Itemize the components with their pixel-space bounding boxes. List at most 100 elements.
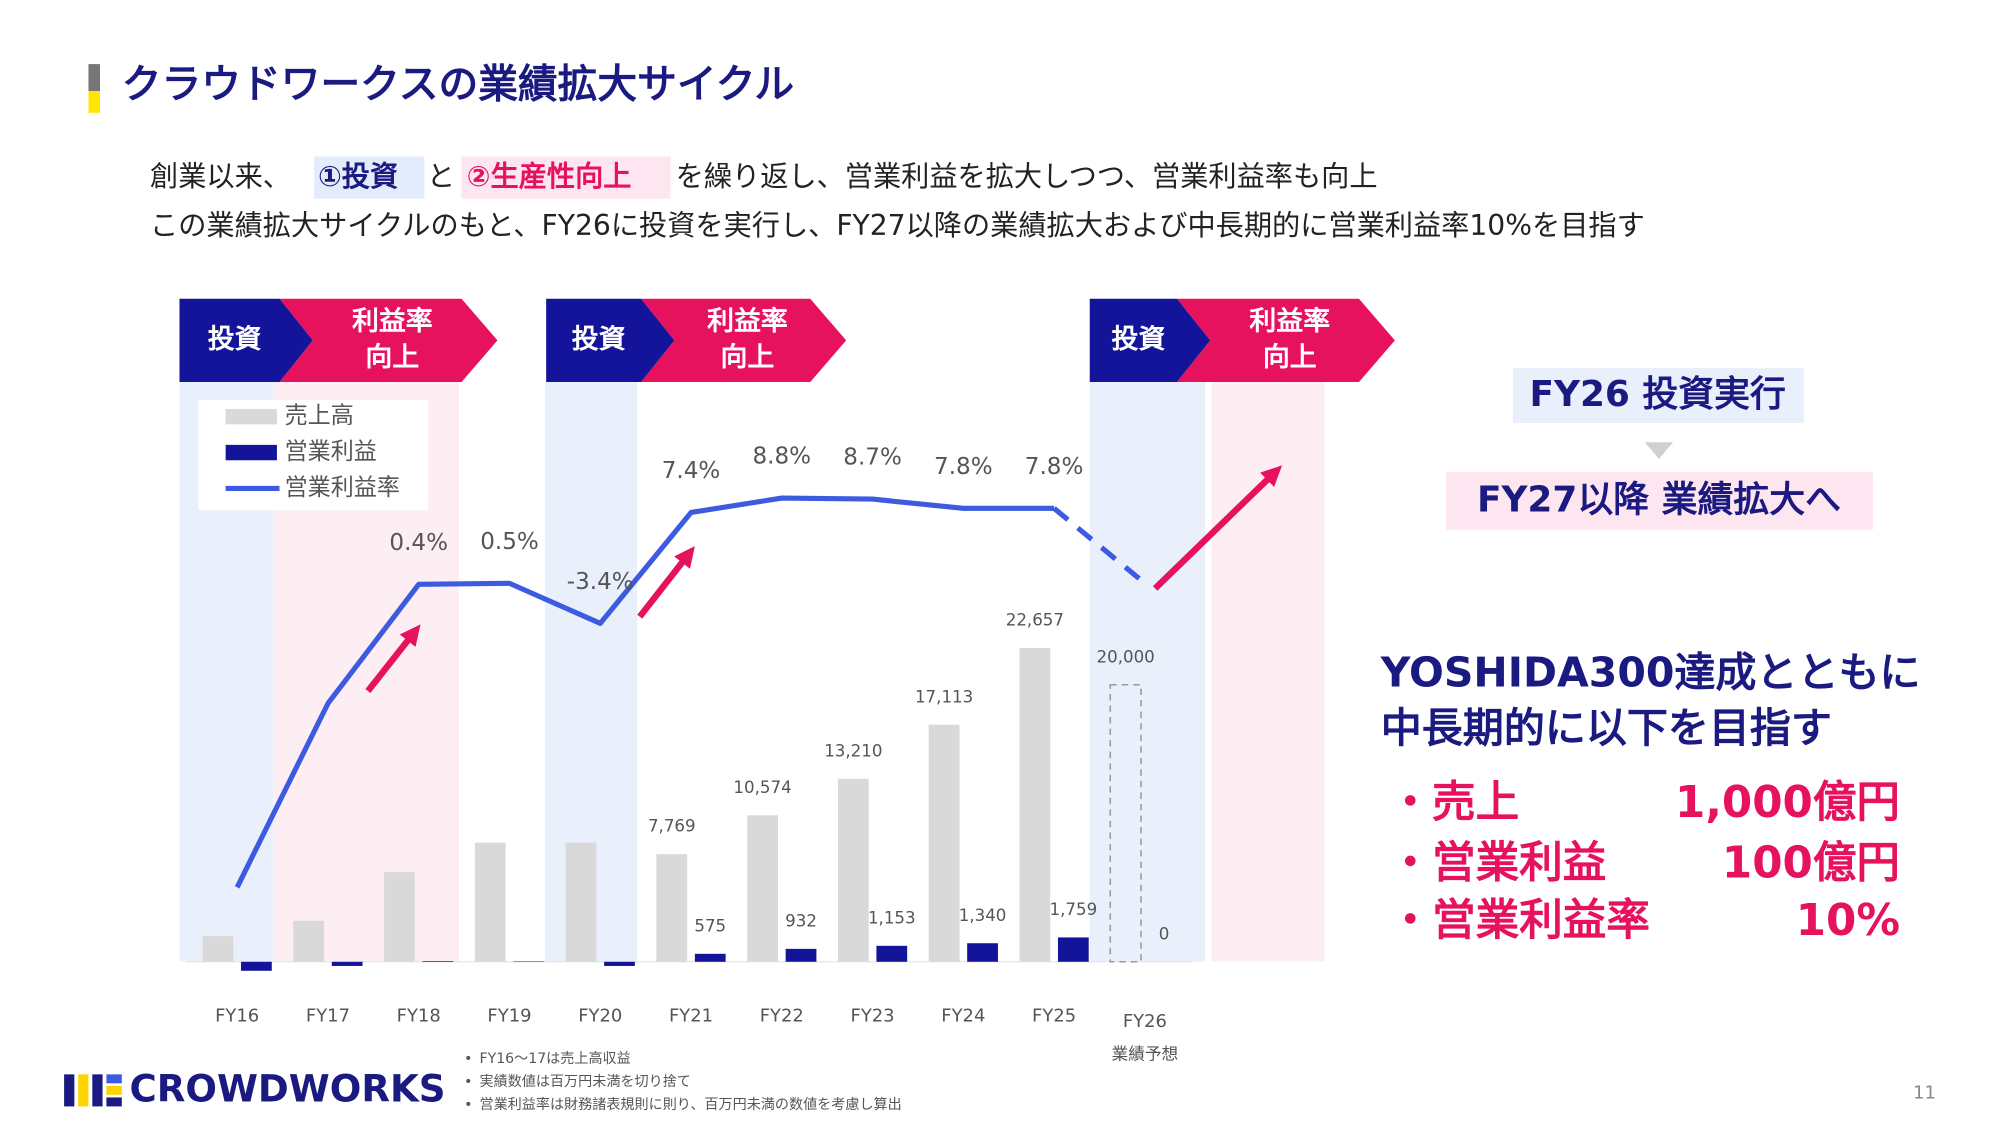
bar bbox=[1109, 683, 1142, 963]
note: FY16〜17は売上高収益 bbox=[479, 1050, 630, 1067]
intro-highlight: ①投資 bbox=[318, 160, 398, 193]
legend-label: 売上高 bbox=[285, 403, 354, 429]
invest-banner bbox=[179, 298, 313, 383]
growth-arrow bbox=[1152, 472, 1276, 591]
value-label: 20,000 bbox=[1097, 647, 1155, 666]
down-arrow bbox=[1644, 442, 1674, 459]
logo-part bbox=[78, 1074, 89, 1107]
bar bbox=[837, 778, 869, 962]
bar bbox=[1057, 937, 1089, 962]
improve-label: 利益率 bbox=[707, 305, 788, 337]
value-label: 0.4% bbox=[389, 530, 448, 556]
value-label: 1,153 bbox=[868, 908, 916, 927]
forecast-label: 業績予想 bbox=[1112, 1045, 1179, 1064]
bar bbox=[604, 961, 635, 966]
forecast-line bbox=[1052, 506, 1147, 586]
intro-text: と bbox=[427, 160, 455, 193]
value-label: 7,769 bbox=[648, 817, 696, 836]
bar bbox=[474, 842, 506, 962]
invest-label: 投資 bbox=[1112, 324, 1166, 355]
x-tick-label: FY19 bbox=[487, 1006, 531, 1027]
logo-part bbox=[64, 1074, 75, 1107]
bar bbox=[967, 943, 998, 962]
improve-label: 向上 bbox=[721, 341, 775, 373]
page-number: 11 bbox=[1913, 1083, 1936, 1104]
bar bbox=[928, 724, 960, 962]
goal-text: YOSHIDA300達成とともに bbox=[1380, 649, 1921, 697]
bar bbox=[1019, 647, 1051, 962]
value-label: 575 bbox=[694, 916, 726, 935]
x-tick-label: FY24 bbox=[941, 1006, 985, 1027]
improve-banner bbox=[1176, 298, 1395, 383]
value-label: 13,210 bbox=[824, 741, 882, 760]
invest-banner bbox=[1089, 298, 1211, 383]
title: クラウドワークスの業績拡大サイクル bbox=[122, 62, 794, 108]
legend-swatch bbox=[225, 444, 277, 461]
logo-part bbox=[106, 1085, 122, 1095]
bar bbox=[565, 842, 597, 962]
improve-label: 向上 bbox=[1263, 341, 1317, 373]
improve-label: 利益率 bbox=[1249, 305, 1330, 337]
value-label: 932 bbox=[785, 911, 817, 930]
logo-text: CROWDWORKS bbox=[129, 1067, 445, 1111]
improve-label: 利益率 bbox=[352, 305, 433, 337]
legend-label: 営業利益率 bbox=[285, 475, 400, 501]
intro-text: この業績拡大サイクルのもと、FY26に投資を実行し、FY27以降の業績拡大および… bbox=[150, 209, 1645, 242]
x-tick-label: FY25 bbox=[1032, 1006, 1076, 1027]
value-label: 10,574 bbox=[733, 778, 791, 797]
line bbox=[234, 495, 1055, 889]
target-value: 1,000億円 bbox=[1675, 778, 1900, 828]
note: 実績数値は百万円未満を切り捨て bbox=[479, 1073, 690, 1090]
bar bbox=[694, 953, 726, 962]
improve-banner bbox=[279, 298, 498, 383]
x-tick-label: FY22 bbox=[760, 1006, 804, 1027]
target-value: 100億円 bbox=[1722, 838, 1900, 888]
value-label: 17,113 bbox=[915, 687, 973, 706]
growth-arrow bbox=[637, 554, 690, 619]
bar bbox=[293, 920, 325, 962]
x-tick-label: FY18 bbox=[397, 1006, 441, 1027]
title-marker bbox=[88, 64, 100, 92]
x-tick-label: FY16 bbox=[215, 1006, 259, 1027]
note: 営業利益率は財務諸表規則に則り、百万円未満の数値を考慮し算出 bbox=[479, 1096, 901, 1113]
bar bbox=[202, 936, 234, 962]
value-label: 1,759 bbox=[1049, 900, 1097, 919]
highlight bbox=[314, 156, 425, 199]
target-label: ・営業利益率 bbox=[1388, 896, 1649, 946]
bar bbox=[785, 948, 817, 962]
bar bbox=[331, 961, 363, 966]
growth-box bbox=[1446, 471, 1874, 530]
invest-box-text: FY26 投資実行 bbox=[1529, 374, 1785, 415]
value-label: -3.4% bbox=[567, 569, 634, 595]
bar bbox=[422, 961, 454, 962]
bar bbox=[384, 872, 415, 962]
growth-arrow-head bbox=[674, 546, 695, 569]
value-label: 7.8% bbox=[1025, 454, 1084, 480]
x-tick-label: FY17 bbox=[306, 1006, 350, 1027]
intro-highlight: ②生産性向上 bbox=[467, 160, 632, 193]
legend-label: 営業利益 bbox=[285, 439, 377, 465]
invest-banner bbox=[546, 298, 675, 383]
logo-part bbox=[106, 1074, 122, 1084]
growth-box-text: FY27以降 業績拡大へ bbox=[1477, 479, 1841, 520]
bar bbox=[747, 815, 778, 962]
highlight bbox=[461, 156, 671, 199]
value-label: 22,657 bbox=[1006, 611, 1064, 630]
intro-text: 創業以来、 bbox=[150, 160, 291, 193]
logo-icon bbox=[64, 1074, 122, 1107]
invest-box bbox=[1512, 367, 1804, 424]
logo-part bbox=[92, 1074, 103, 1107]
x-tick-label: FY21 bbox=[669, 1006, 713, 1027]
growth-arrow-head bbox=[1260, 465, 1283, 488]
legend-swatch bbox=[225, 408, 277, 425]
improve-label: 向上 bbox=[365, 341, 419, 373]
value-label: 7.4% bbox=[662, 458, 721, 484]
value-label: 0.5% bbox=[480, 529, 539, 555]
intro-text: を繰り返し、営業利益を拡大しつつ、営業利益率も向上 bbox=[676, 160, 1378, 193]
value-label: 1,340 bbox=[959, 906, 1007, 925]
target-value: 10% bbox=[1796, 896, 1900, 946]
